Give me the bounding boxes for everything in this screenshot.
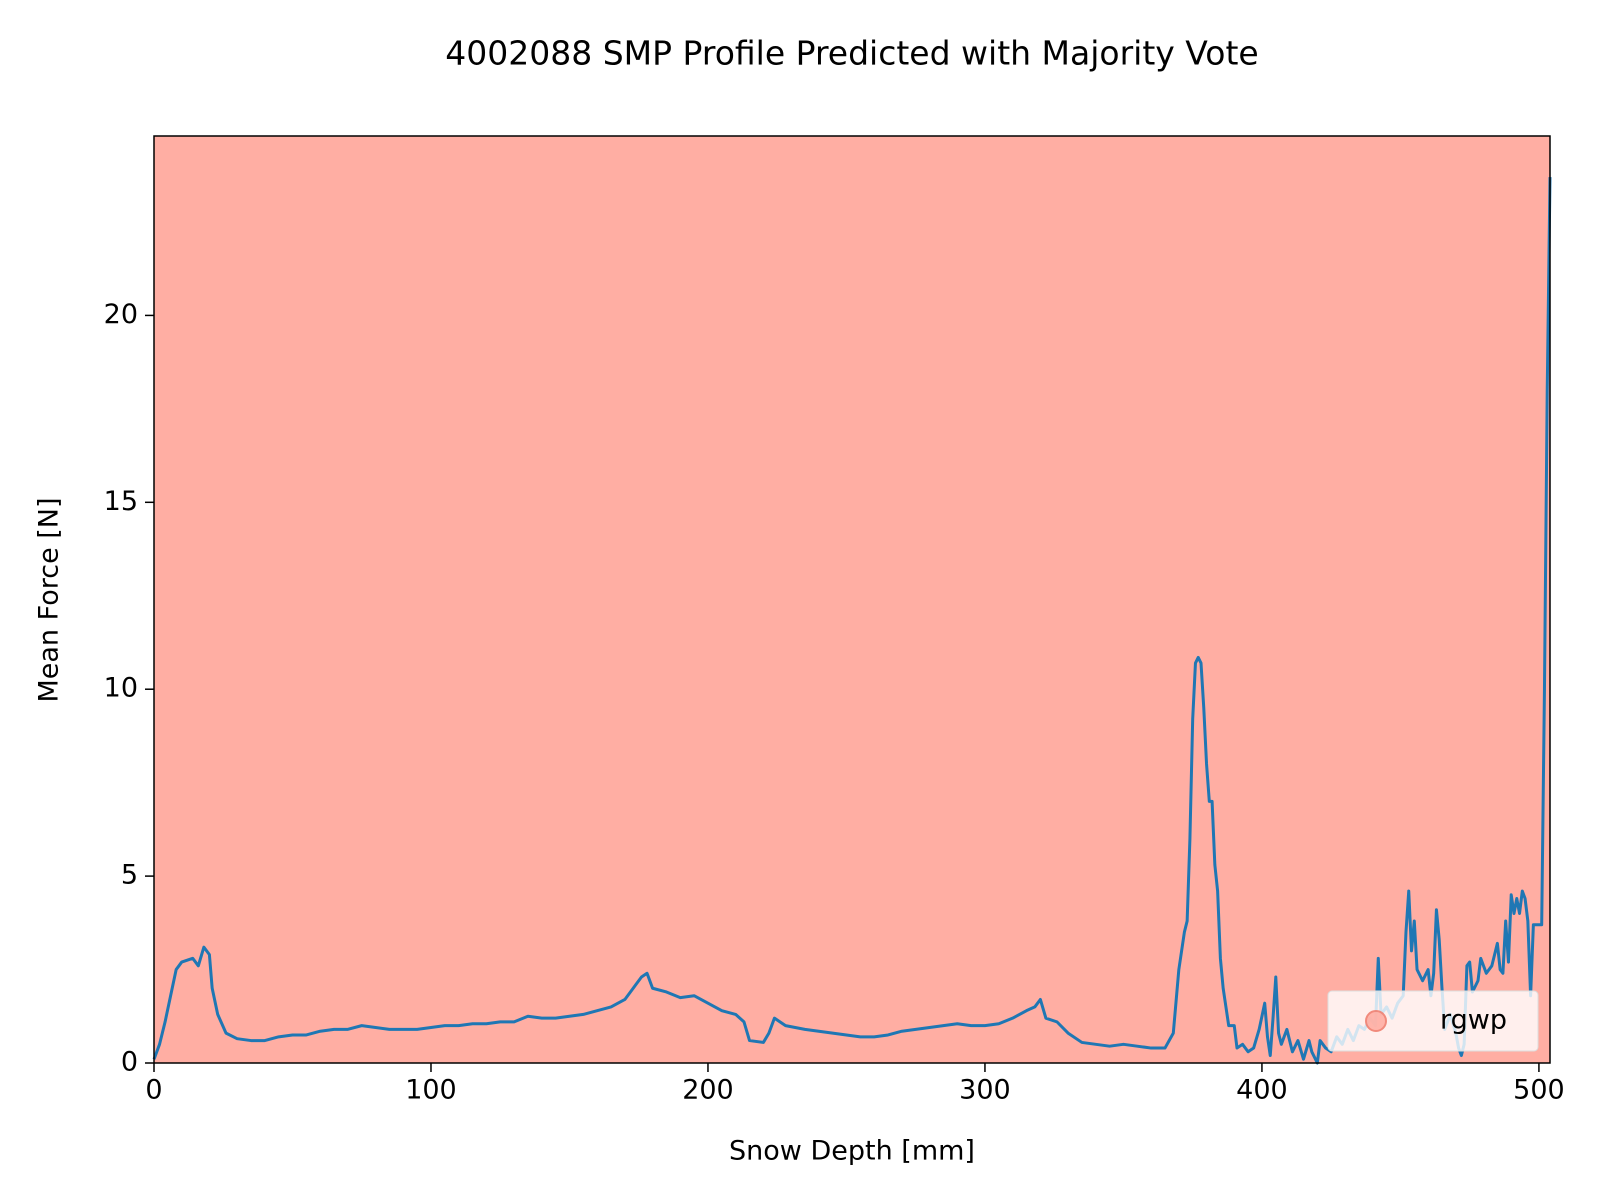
x-tick-label: 500 — [1513, 1075, 1565, 1106]
y-axis-label: Mean Force [N] — [34, 497, 65, 702]
y-tick-label: 15 — [104, 486, 138, 517]
x-tick-label: 100 — [405, 1075, 457, 1106]
region — [154, 136, 1550, 1063]
x-axis-label: Snow Depth [mm] — [729, 1136, 975, 1167]
x-tick-label: 200 — [682, 1075, 734, 1106]
legend-label: rgwp — [1440, 1005, 1507, 1036]
legend-marker — [1365, 1010, 1387, 1032]
y-tick-label: 5 — [121, 860, 138, 891]
x-tick-label: 300 — [959, 1075, 1011, 1106]
y-tick-label: 10 — [104, 673, 138, 704]
y-tick-label: 0 — [121, 1047, 138, 1078]
legend-box — [1327, 990, 1539, 1052]
y-tick-label: 20 — [104, 299, 138, 330]
legend: rgwp — [1327, 990, 1539, 1052]
x-tick-label: 0 — [145, 1075, 162, 1106]
chart-title: 4002088 SMP Profile Predicted with Major… — [445, 34, 1258, 73]
x-tick-label: 400 — [1236, 1075, 1288, 1106]
plot-frame — [153, 135, 1551, 1064]
